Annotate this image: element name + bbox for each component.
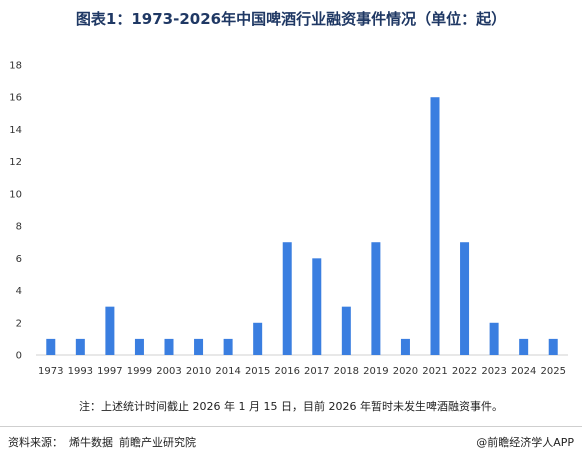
x-tick-label-2014: 2014 <box>215 366 240 377</box>
source-item: 烯牛数据 <box>69 436 113 449</box>
x-tick-label-2024: 2024 <box>511 366 536 377</box>
x-tick-label-2019: 2019 <box>363 366 388 377</box>
bar-2024 <box>519 338 529 355</box>
x-tick-label-2021: 2021 <box>422 366 447 377</box>
y-tick-label: 18 <box>9 61 22 72</box>
x-tick-label-1993: 1993 <box>68 366 93 377</box>
bar-1973 <box>46 338 56 355</box>
bar-1997 <box>105 306 115 355</box>
x-tick-label-2003: 2003 <box>156 366 181 377</box>
brand-credit: @前瞻经济学人APP <box>476 436 574 449</box>
bar-2023 <box>489 322 499 355</box>
bar-2020 <box>400 338 410 355</box>
bar-2017 <box>312 258 322 355</box>
chart-title: 图表1：1973-2026年中国啤酒行业融资事件情况（单位：起） <box>75 10 507 28</box>
y-tick-label: 16 <box>9 93 22 104</box>
y-tick-label: 6 <box>16 254 22 265</box>
bar-2016 <box>282 242 292 355</box>
y-tick-label: 8 <box>16 222 22 233</box>
y-tick-label: 0 <box>16 351 22 362</box>
bar-2019 <box>371 242 381 355</box>
x-tick-label-2010: 2010 <box>186 366 211 377</box>
x-tick-label-2017: 2017 <box>304 366 329 377</box>
footer-divider <box>0 426 582 427</box>
bar-1999 <box>134 338 144 355</box>
y-tick-label: 4 <box>16 286 22 297</box>
y-tick-label: 10 <box>9 189 22 200</box>
y-tick-label: 2 <box>16 318 22 329</box>
bar-2014 <box>223 338 233 355</box>
x-tick-label-1999: 1999 <box>127 366 152 377</box>
x-tick-label-2015: 2015 <box>245 366 270 377</box>
x-axis-ticks: 1973 1993 1997 1999 2003 2010 2014 2015 2016 2017… <box>38 366 566 377</box>
chart-note: 注：上述统计时间截止 2026 年 1 月 15 日，目前 2026 年暂时未发… <box>79 400 503 413</box>
bar-chart: 0 2 4 6 8 10 12 14 16 18 1973 1993 1997 1999 2003 2010… <box>9 61 568 377</box>
y-axis-ticks: 0 2 4 6 8 10 12 14 16 18 <box>9 61 22 362</box>
bar-2025 <box>548 338 558 355</box>
bars <box>46 97 558 355</box>
x-tick-label-1997: 1997 <box>97 366 122 377</box>
x-tick-label-2025: 2025 <box>540 366 565 377</box>
bar-2003 <box>164 338 174 355</box>
x-tick-label-2018: 2018 <box>334 366 359 377</box>
bar-2021 <box>430 97 440 355</box>
source-line: 资料来源： 烯牛数据 前瞻产业研究院 <box>8 434 202 450</box>
x-tick-label-1973: 1973 <box>38 366 63 377</box>
x-tick-label-2016: 2016 <box>274 366 299 377</box>
source-item: 前瞻产业研究院 <box>119 436 196 449</box>
bar-2018 <box>341 306 351 355</box>
bar-1993 <box>75 338 85 355</box>
source-label: 资料来源： <box>8 436 63 449</box>
bar-2010 <box>194 338 204 355</box>
x-tick-label-2022: 2022 <box>452 366 477 377</box>
y-tick-label: 12 <box>9 157 22 168</box>
y-tick-label: 14 <box>9 125 22 136</box>
x-tick-label-2020: 2020 <box>393 366 418 377</box>
bar-2015 <box>253 322 263 355</box>
bar-2022 <box>460 242 470 355</box>
x-tick-label-2023: 2023 <box>481 366 506 377</box>
